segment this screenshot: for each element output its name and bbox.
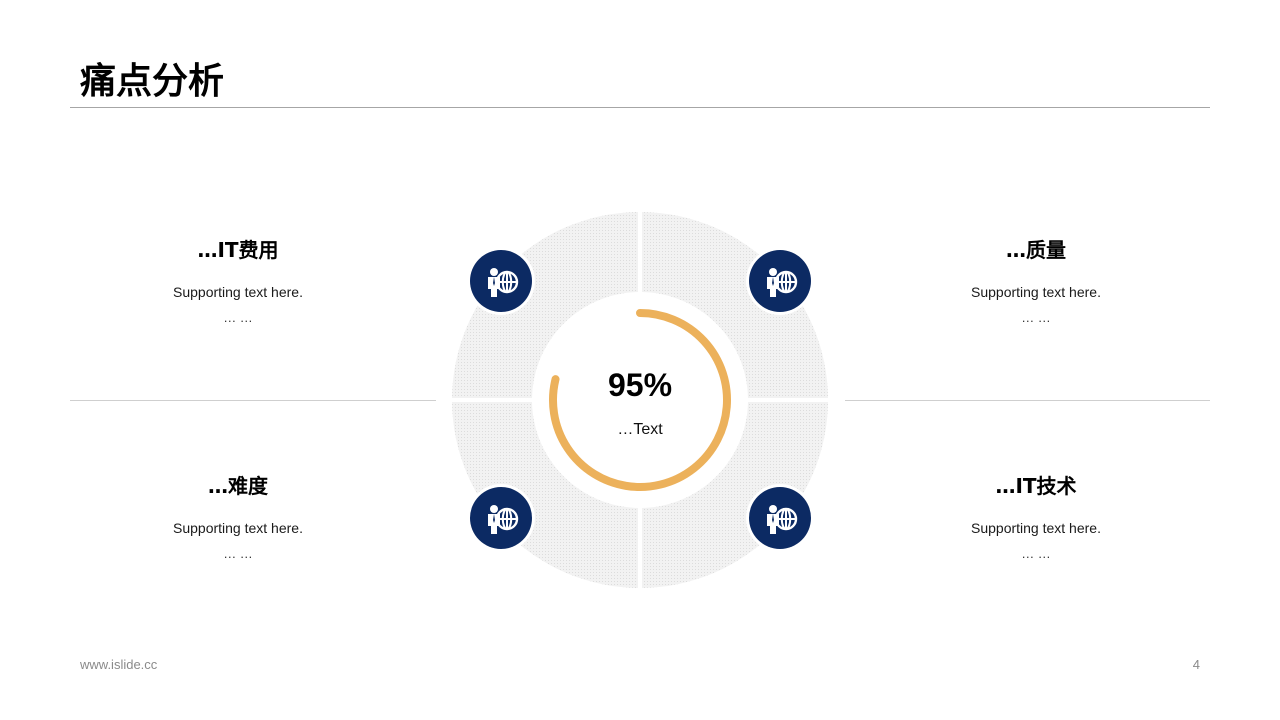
point-more: … … xyxy=(223,310,253,325)
center-disc xyxy=(536,296,744,504)
point-block-difficulty: …难度 Supporting text here. … … xyxy=(68,472,408,563)
right-divider xyxy=(845,400,1210,401)
icon-badge-bottom-left xyxy=(467,484,535,552)
point-body: Supporting text here. xyxy=(971,520,1101,536)
title-divider xyxy=(70,107,1210,108)
point-body: Supporting text here. xyxy=(173,520,303,536)
point-more: … … xyxy=(223,546,253,561)
footer-url: www.islide.cc xyxy=(80,657,158,672)
point-block-quality: …质量 Supporting text here. … … xyxy=(866,236,1206,327)
segment-top-left xyxy=(452,212,638,398)
point-block-it-tech: …IT技术 Supporting text here. … … xyxy=(866,472,1206,563)
point-heading: …IT技术 xyxy=(995,474,1077,498)
left-divider xyxy=(70,400,436,401)
segment-bottom-left xyxy=(452,402,638,588)
center-value: 95% xyxy=(608,367,672,403)
point-heading: …IT费用 xyxy=(197,238,279,262)
page-title: 痛点分析 xyxy=(80,61,225,102)
point-more: … … xyxy=(1021,310,1051,325)
page-number: 4 xyxy=(1192,657,1200,672)
point-body: Supporting text here. xyxy=(173,284,303,300)
circular-diagram: 95% …Text xyxy=(452,212,828,588)
icon-badge-top-right xyxy=(746,247,814,315)
icon-badge-top-left xyxy=(467,247,535,315)
point-heading: …质量 xyxy=(1006,238,1066,262)
point-more: … … xyxy=(1021,546,1051,561)
point-block-it-cost: …IT费用 Supporting text here. … … xyxy=(68,236,408,327)
point-heading: …难度 xyxy=(208,474,268,498)
center-label: …Text xyxy=(617,421,663,438)
quadrant-segments xyxy=(452,212,828,588)
icon-badge-bottom-right xyxy=(746,484,814,552)
point-body: Supporting text here. xyxy=(971,284,1101,300)
segment-top-right xyxy=(642,212,828,398)
progress-ring xyxy=(549,309,731,491)
segment-bottom-right xyxy=(642,402,828,588)
